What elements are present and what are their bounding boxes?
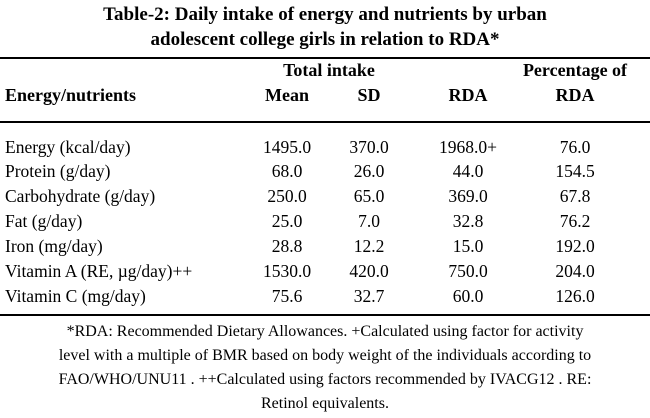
nutrient-cell: Protein (g/day) — [5, 161, 111, 181]
mean-cell: 25.0 — [271, 211, 303, 231]
sd-cell: 32.7 — [353, 286, 385, 306]
header-total-intake: Total intake — [283, 60, 375, 80]
footnote-line-1: *RDA: Recommended Dietary Allowances. +C… — [66, 323, 584, 340]
table-title: Table-2: Daily intake of energy and nutr… — [0, 2, 650, 52]
rda-cell: 1968.0+ — [439, 137, 497, 157]
nutrient-cell: Carbohydrate (g/day) — [5, 186, 156, 206]
mean-cell: 250.0 — [267, 186, 307, 206]
percentage-rda-cell: 67.8 — [559, 186, 591, 206]
sd-cell: 26.0 — [353, 161, 385, 181]
header-sd: SD — [357, 85, 381, 105]
rda-cell: 369.0 — [448, 186, 488, 206]
rda-cell: 750.0 — [448, 261, 488, 281]
top-rule — [0, 57, 650, 59]
header-percentage-of: Percentage of — [522, 60, 628, 80]
header-rule — [0, 121, 650, 123]
percentage-rda-cell: 154.5 — [555, 161, 595, 181]
footnote-line-3: FAO/WHO/UNU11 . ++Calculated using facto… — [58, 371, 592, 388]
mean-cell: 1530.0 — [262, 261, 312, 281]
table-title-line-2: adolescent college girls in relation to … — [150, 29, 500, 50]
footnote-line-2: level with a multiple of BMR based on bo… — [58, 347, 592, 364]
rda-cell: 44.0 — [452, 161, 484, 181]
nutrient-cell: Vitamin A (RE, µg/day)++ — [5, 261, 193, 281]
header-rda: RDA — [448, 85, 488, 105]
nutrient-cell: Fat (g/day) — [5, 211, 83, 231]
percentage-rda-cell: 126.0 — [555, 286, 595, 306]
rda-cell: 15.0 — [452, 236, 484, 256]
nutrient-cell: Energy (kcal/day) — [5, 137, 131, 157]
percentage-rda-cell: 76.2 — [559, 211, 591, 231]
header-energy-nutrients: Energy/nutrients — [5, 85, 137, 105]
footnote-line-4: Retinol equivalents. — [261, 395, 389, 412]
nutrient-cell: Vitamin C (mg/day) — [5, 286, 146, 306]
sd-cell: 7.0 — [358, 211, 380, 231]
percentage-rda-cell: 76.0 — [559, 137, 591, 157]
percentage-rda-cell: 204.0 — [555, 261, 595, 281]
sd-cell: 370.0 — [349, 137, 389, 157]
percentage-rda-cell: 192.0 — [555, 236, 595, 256]
bottom-rule — [0, 314, 650, 316]
rda-cell: 32.8 — [452, 211, 484, 231]
sd-cell: 65.0 — [353, 186, 385, 206]
rda-cell: 60.0 — [452, 286, 484, 306]
header-mean: Mean — [265, 85, 309, 105]
mean-cell: 1495.0 — [262, 137, 312, 157]
nutrient-cell: Iron (mg/day) — [5, 236, 103, 256]
mean-cell: 75.6 — [271, 286, 303, 306]
header-percentage-rda: RDA — [555, 85, 595, 105]
sd-cell: 12.2 — [353, 236, 385, 256]
table-title-line-1: Table-2: Daily intake of energy and nutr… — [103, 4, 547, 25]
mean-cell: 68.0 — [271, 161, 303, 181]
sd-cell: 420.0 — [349, 261, 389, 281]
table-footnote: *RDA: Recommended Dietary Allowances. +C… — [6, 320, 644, 416]
mean-cell: 28.8 — [271, 236, 303, 256]
